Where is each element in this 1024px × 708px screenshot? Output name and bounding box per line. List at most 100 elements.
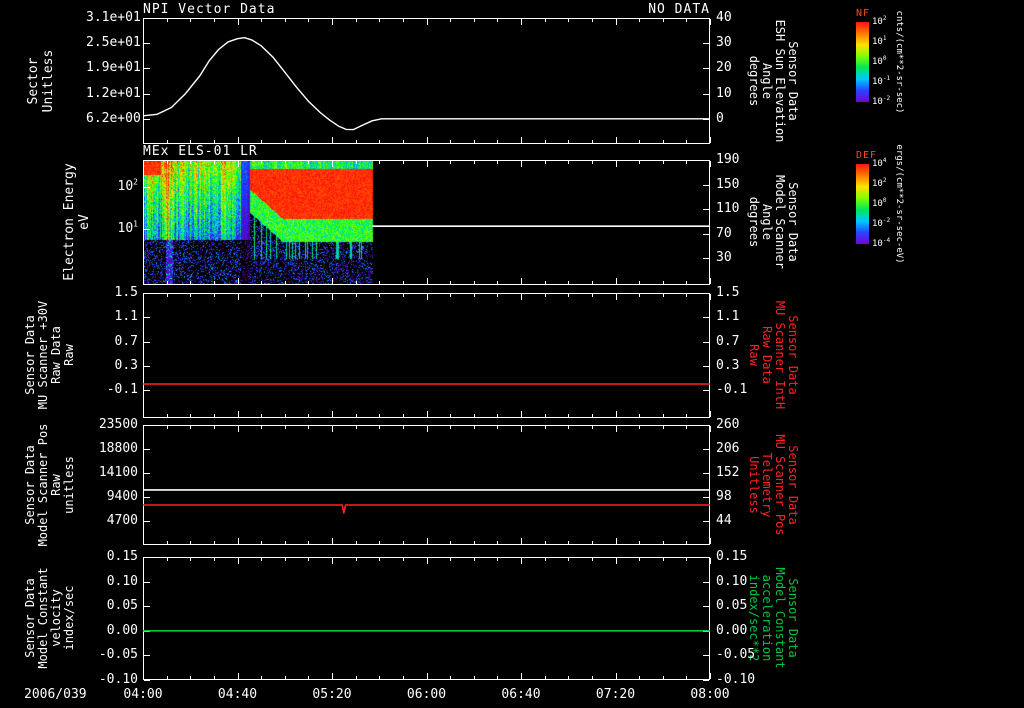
tick-mark [308,161,310,164]
tick-mark [615,411,617,417]
tick-mark [402,558,404,561]
def-colorbar-tick-label: 10-2 [872,217,891,230]
tick-mark [144,473,150,474]
axis-label-line: MU Scanner IntH [773,300,787,410]
tick-mark [379,558,381,561]
tick-mark [591,294,593,297]
tick-mark [144,497,150,498]
p2-ytick-label-right: 150 [716,176,740,192]
tick-mark [703,293,709,294]
tick-mark [662,541,664,544]
tick-mark [710,558,711,564]
axis-label-line: Sector [26,57,41,105]
tick-mark [332,538,333,544]
tick-mark [710,294,711,300]
tick-mark [497,676,499,679]
tick-mark [355,140,357,143]
tick-mark [166,426,168,429]
tick-mark [497,161,499,164]
p1-ytick-label-left: 1.2e+01 [86,85,141,101]
tick-mark [213,676,215,679]
tick-mark [521,19,522,25]
tick-mark [379,426,381,429]
tick-mark [213,281,215,284]
tick-mark [703,557,709,558]
tick-mark [686,541,688,544]
tick-mark [284,140,286,143]
p3-ytick-label-left: 1.1 [114,309,138,325]
tick-mark [379,541,381,544]
tick-mark [703,233,709,235]
tick-mark [615,161,617,167]
nf-unit-text: cnts/(cm**2-sr-sec) [894,10,904,114]
p4-ytick-label-right: 98 [716,489,732,504]
tick-mark [521,411,522,417]
tick-mark [237,19,239,25]
axis-label-line: ESH Sun Elevation [773,19,787,143]
tick-mark [308,676,310,679]
tick-mark [166,541,168,544]
tick-mark [426,278,428,284]
axis-label-line: Model Constant [773,567,787,669]
p5-ytick-label-left: 0.15 [106,549,138,564]
tick-mark [703,581,709,583]
p1-ytick-label-left: 1.9e+01 [86,60,141,76]
tick-mark [521,426,522,432]
p3-ytick-label-left: 0.7 [114,333,138,349]
tick-mark [261,426,263,429]
tick-mark [591,281,593,284]
tick-mark [166,294,168,297]
tick-mark [237,137,239,143]
tick-mark [308,140,310,143]
tick-mark [144,449,150,450]
tick-mark [686,140,688,143]
tick-mark [710,19,711,25]
tick-mark [710,426,711,432]
tick-mark [473,294,475,297]
tick-mark [190,414,192,417]
tick-mark [284,294,286,297]
x-tick-label: 04:00 [123,687,163,702]
def-colorbar-title: DEF [856,150,878,161]
tick-mark [710,538,711,544]
tick-mark [144,521,150,522]
tick-mark [144,93,150,95]
tick-mark [144,68,150,70]
tick-mark [166,414,168,417]
tick-mark [144,606,150,608]
nf-colorbar-tick-label: 102 [872,15,887,28]
tick-mark [591,676,593,679]
tick-mark [213,426,215,429]
nf-colorbar-tick-label: 100 [872,55,887,68]
tick-mark [379,140,381,143]
tick-mark [355,294,357,297]
tick-mark [703,43,709,45]
tick-mark [662,294,664,297]
tick-mark [568,140,570,143]
tick-mark [426,411,428,417]
p2-ytick-label-left: 102 [117,177,138,194]
axis-label-line: Electron Energy [62,163,77,281]
tick-mark [308,414,310,417]
tick-mark [144,365,150,367]
tick-mark [308,281,310,284]
tick-mark [284,541,286,544]
p4-ytick-label-right: 206 [716,441,740,456]
tick-mark [213,558,215,561]
tick-mark [308,294,310,297]
tick-mark [710,278,711,284]
def-colorbar [856,164,869,244]
tick-mark [355,426,357,429]
tick-mark [473,281,475,284]
tick-mark [237,673,239,679]
tick-mark [591,558,593,561]
tick-mark [237,294,239,300]
axis-label-line: Sensor Data [786,182,800,262]
tick-mark [144,425,150,426]
tick-mark [639,281,641,284]
tick-mark [450,161,452,164]
tick-mark [703,184,709,186]
p4-ytick-label-left: 14100 [98,465,138,480]
def-colorbar-tick-label: 104 [872,157,887,170]
